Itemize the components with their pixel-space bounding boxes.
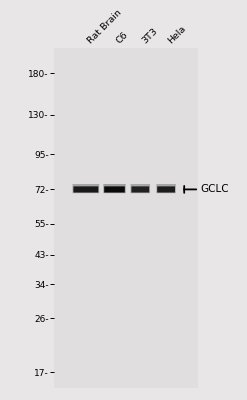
FancyBboxPatch shape [104, 186, 125, 192]
FancyBboxPatch shape [156, 184, 176, 193]
Text: Hela: Hela [166, 24, 187, 46]
Text: GCLC: GCLC [201, 184, 229, 194]
FancyBboxPatch shape [103, 184, 126, 193]
FancyBboxPatch shape [73, 186, 98, 192]
Text: C6: C6 [115, 30, 130, 46]
FancyBboxPatch shape [73, 184, 99, 193]
FancyBboxPatch shape [131, 184, 150, 193]
Text: Rat Brain: Rat Brain [86, 8, 123, 46]
FancyBboxPatch shape [157, 186, 175, 192]
FancyBboxPatch shape [131, 186, 149, 192]
Text: 3T3: 3T3 [140, 26, 159, 46]
